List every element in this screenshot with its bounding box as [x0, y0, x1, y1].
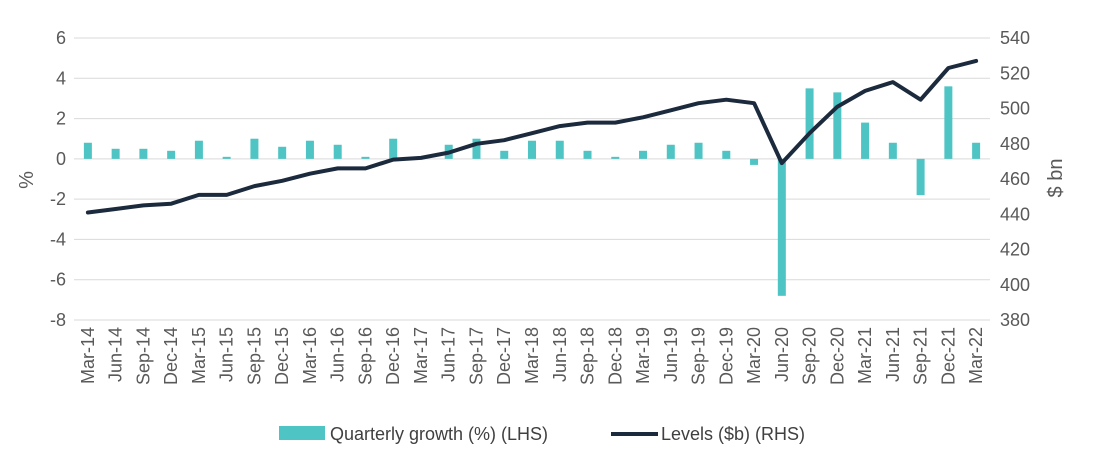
x-tick-label: Sep-20	[800, 327, 820, 385]
x-tick-label: Dec-21	[938, 327, 958, 385]
left-axis-ticks: 6 4 2 0 -2 -4 -6 -8	[50, 28, 66, 330]
growth-bar	[861, 122, 870, 159]
levels-line-group	[85, 58, 979, 215]
growth-bar	[139, 148, 148, 159]
growth-bar	[222, 156, 231, 159]
x-tick-label: Sep-15	[244, 327, 264, 385]
growth-bar	[639, 150, 648, 159]
growth-bar	[111, 148, 120, 159]
left-tick-label: -8	[50, 310, 66, 330]
x-tick-label: Mar-22	[966, 327, 986, 384]
right-axis-title: $ bn	[1045, 159, 1067, 198]
left-tick-label: 2	[56, 109, 66, 129]
x-tick-label: Jun-16	[328, 327, 348, 382]
right-tick-label: 380	[1000, 310, 1030, 330]
left-tick-label: -6	[50, 270, 66, 290]
right-tick-label: 460	[1000, 169, 1030, 189]
x-tick-label: Sep-16	[355, 327, 375, 385]
growth-bar	[361, 156, 370, 159]
growth-bar	[250, 138, 259, 159]
x-tick-label: Jun-19	[661, 327, 681, 382]
x-tick-label: Sep-18	[578, 327, 598, 385]
x-tick-label: Sep-14	[133, 327, 153, 385]
growth-bars	[83, 86, 981, 296]
x-tick-label: Mar-17	[411, 327, 431, 384]
right-tick-label: 440	[1000, 204, 1030, 224]
x-tick-label: Dec-18	[605, 327, 625, 385]
growth-bar	[305, 140, 314, 159]
left-axis-title: %	[16, 171, 38, 189]
right-tick-label: 400	[1000, 275, 1030, 295]
x-tick-label: Sep-21	[911, 327, 931, 385]
left-tick-label: -4	[50, 229, 66, 249]
x-tick-label: Mar-14	[78, 327, 98, 384]
growth-bar	[694, 142, 703, 159]
growth-bar	[583, 150, 592, 159]
x-tick-label: Jun-14	[106, 327, 126, 382]
legend-label-levels: Levels ($b) (RHS)	[661, 424, 805, 444]
x-tick-label: Dec-15	[272, 327, 292, 385]
left-tick-label: 6	[56, 28, 66, 48]
growth-bar	[83, 142, 92, 159]
left-tick-label: 0	[56, 149, 66, 169]
x-axis-ticks: Mar-14 Jun-14 Sep-14 Dec-14 Mar-15 Jun-15 Sep-…	[78, 327, 986, 385]
x-tick-label: Sep-17	[466, 327, 486, 385]
right-tick-label: 420	[1000, 240, 1030, 260]
x-tick-label: Mar-21	[855, 327, 875, 384]
x-tick-label: Dec-14	[161, 327, 181, 385]
x-tick-label: Jun-15	[217, 327, 237, 382]
growth-bar	[555, 140, 564, 159]
growth-bar	[389, 138, 398, 159]
x-tick-label: Dec-19	[716, 327, 736, 385]
right-axis-ticks: 540 520 500 480 460 440 420 400 380	[1000, 28, 1030, 330]
growth-bar	[278, 146, 287, 159]
legend: Quarterly growth (%) (LHS) Levels ($b) (…	[279, 424, 805, 444]
growth-bar	[528, 140, 536, 159]
growth-bar	[167, 150, 176, 159]
x-tick-label: Jun-17	[439, 327, 459, 382]
right-tick-label: 500	[1000, 99, 1030, 119]
growth-bar	[472, 138, 481, 159]
x-tick-label: Dec-20	[827, 327, 847, 385]
growth-bar	[500, 150, 509, 159]
right-tick-label: 540	[1000, 28, 1030, 48]
x-tick-label: Mar-20	[744, 327, 764, 384]
x-tick-label: Mar-18	[522, 327, 542, 384]
x-tick-label: Mar-16	[300, 327, 320, 384]
growth-bar	[972, 142, 981, 159]
growth-bar	[750, 158, 759, 165]
growth-bar	[916, 158, 925, 196]
growth-bar	[666, 144, 675, 159]
growth-bar	[722, 150, 731, 159]
growth-bar	[194, 140, 203, 159]
growth-bar	[333, 144, 342, 159]
x-tick-label: Jun-21	[883, 327, 903, 382]
legend-swatch-growth	[279, 426, 325, 440]
x-tick-label: Jun-20	[772, 327, 792, 382]
x-tick-label: Sep-19	[689, 327, 709, 385]
left-tick-label: 4	[56, 68, 66, 88]
growth-bar	[888, 142, 897, 159]
growth-bar	[777, 158, 786, 296]
x-tick-label: Mar-19	[633, 327, 653, 384]
x-tick-label: Dec-16	[383, 327, 403, 385]
x-tick-label: Jun-18	[550, 327, 570, 382]
x-tick-label: Dec-17	[494, 327, 514, 385]
legend-label-growth: Quarterly growth (%) (LHS)	[330, 424, 548, 444]
right-tick-label: 480	[1000, 134, 1030, 154]
left-tick-label: -2	[50, 189, 66, 209]
growth-bar	[833, 92, 842, 159]
x-tick-label: Mar-15	[189, 327, 209, 384]
levels-line	[85, 58, 979, 215]
right-tick-label: 520	[1000, 63, 1030, 83]
growth-bar	[944, 86, 953, 159]
growth-bar	[611, 156, 620, 159]
gridlines	[74, 37, 990, 321]
growth-bar	[805, 88, 814, 159]
